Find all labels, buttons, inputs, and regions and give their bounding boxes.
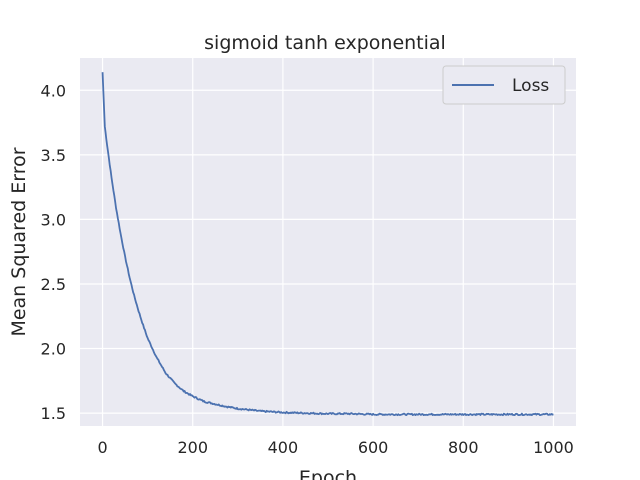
y-tick-label: 1.5 bbox=[41, 404, 66, 423]
legend: Loss bbox=[442, 65, 566, 105]
x-tick-label: 600 bbox=[358, 438, 389, 457]
plot-background bbox=[80, 58, 576, 426]
x-tick-label: 800 bbox=[448, 438, 479, 457]
x-tick-label: 400 bbox=[268, 438, 299, 457]
legend-label-loss: Loss bbox=[512, 76, 549, 96]
loss-series-line bbox=[101, 72, 554, 417]
legend-box bbox=[442, 65, 566, 105]
y-tick-label: 2.5 bbox=[41, 275, 66, 294]
y-tick-label: 3.0 bbox=[41, 210, 66, 229]
y-tick-label: 4.0 bbox=[41, 81, 66, 100]
y-axis-label: Mean Squared Error bbox=[8, 147, 30, 336]
y-tick-label: 3.5 bbox=[41, 146, 66, 165]
x-axis-label: Epoch bbox=[299, 467, 357, 480]
tick-labels: 0 200 400 600 800 1000 1.5 2.0 2.5 3.0 3.5 4.0 bbox=[41, 81, 574, 457]
grid-lines bbox=[80, 58, 576, 426]
x-tick-label: 1000 bbox=[533, 438, 574, 457]
x-tick-label: 200 bbox=[177, 438, 208, 457]
x-tick-label: 0 bbox=[97, 438, 107, 457]
chart-title: sigmoid tanh exponential bbox=[204, 32, 446, 54]
series-layer bbox=[101, 72, 554, 417]
y-tick-label: 2.0 bbox=[41, 340, 66, 359]
